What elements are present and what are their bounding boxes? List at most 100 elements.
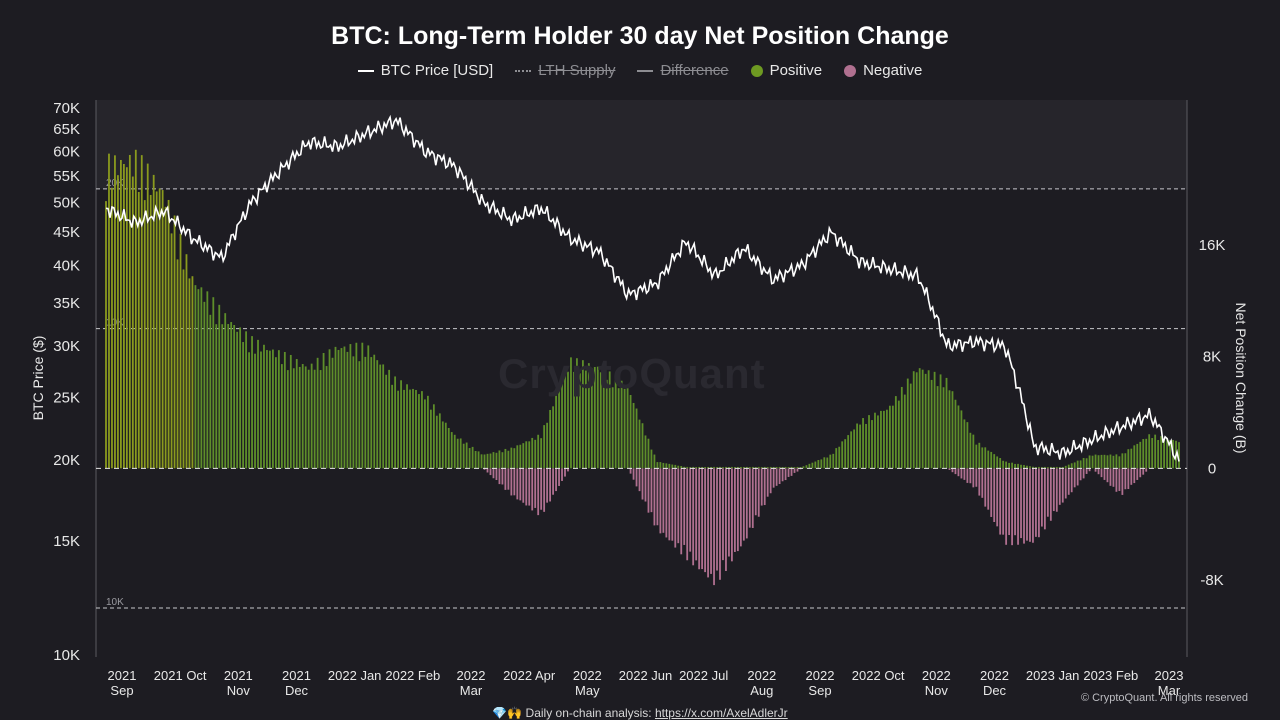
- legend-item-btc-price[interactable]: BTC Price [USD]: [357, 62, 493, 79]
- positive-bar: [501, 452, 504, 469]
- positive-bar: [465, 442, 468, 469]
- legend-line-icon: [515, 69, 532, 72]
- negative-bar: [957, 468, 960, 477]
- negative-bar: [659, 468, 662, 534]
- negative-bar: [1127, 468, 1130, 490]
- negative-bar: [632, 468, 635, 480]
- positive-bar: [778, 466, 781, 469]
- positive-bar: [409, 389, 411, 469]
- positive-bar: [590, 368, 593, 469]
- footer-link[interactable]: https://x.com/AxelAdlerJr: [654, 706, 788, 720]
- positive-bar: [960, 410, 963, 469]
- positive-bar: [799, 467, 802, 469]
- positive-bar: [242, 342, 245, 469]
- negative-bar: [1121, 468, 1124, 495]
- negative-bar: [960, 468, 963, 479]
- legend-item-positive[interactable]: Positive: [750, 62, 822, 79]
- positive-bar: [745, 466, 748, 469]
- positive-bar: [707, 466, 709, 469]
- negative-bar: [1038, 468, 1040, 538]
- positive-bar: [880, 410, 882, 469]
- positive-bar: [781, 467, 784, 469]
- negative-bar: [704, 468, 706, 573]
- positive-bar: [364, 356, 367, 469]
- positive-bar: [921, 369, 924, 469]
- left-tick-label: 40K: [53, 257, 80, 274]
- positive-bar: [173, 215, 176, 469]
- positive-bar: [784, 466, 787, 469]
- positive-bar: [987, 450, 990, 469]
- positive-bar: [1100, 454, 1103, 469]
- positive-bar: [617, 388, 620, 469]
- negative-bar: [662, 468, 665, 533]
- positive-bar: [942, 387, 945, 469]
- legend-item-negative[interactable]: Negative: [844, 62, 922, 79]
- negative-bar: [650, 468, 653, 513]
- negative-bar: [987, 468, 990, 510]
- negative-bar: [531, 468, 534, 511]
- negative-bar: [760, 468, 763, 506]
- positive-bar: [957, 405, 960, 469]
- y-axis-right-label: Net Position Change (B): [1233, 302, 1249, 454]
- upper-band: [96, 100, 1187, 189]
- negative-bar: [1124, 468, 1127, 490]
- positive-bar: [742, 467, 745, 469]
- positive-bar: [722, 467, 724, 469]
- positive-bar: [254, 353, 256, 469]
- positive-bar: [739, 466, 742, 469]
- positive-bar: [891, 405, 894, 469]
- positive-bar: [874, 412, 876, 469]
- positive-bar: [531, 437, 534, 469]
- positive-bar: [975, 444, 978, 469]
- positive-bar: [698, 466, 701, 469]
- positive-bar: [283, 351, 286, 469]
- positive-bar: [1085, 458, 1088, 469]
- negative-bar: [507, 468, 510, 490]
- x-tick-label: Nov: [925, 683, 949, 698]
- negative-bar: [647, 468, 650, 513]
- negative-bar: [492, 468, 495, 479]
- positive-bar: [301, 364, 304, 469]
- positive-bar: [1166, 437, 1168, 469]
- positive-bar: [337, 349, 340, 469]
- positive-bar: [900, 386, 903, 469]
- positive-bar: [1023, 465, 1025, 469]
- positive-bar: [1169, 440, 1171, 469]
- positive-bar: [680, 466, 683, 469]
- positive-bar: [1043, 466, 1046, 469]
- legend-item-difference[interactable]: Difference: [637, 62, 729, 79]
- positive-bar: [981, 447, 984, 469]
- negative-bar: [1136, 468, 1139, 480]
- positive-bar: [814, 461, 817, 469]
- positive-bar: [435, 415, 438, 469]
- positive-bar: [200, 287, 203, 469]
- positive-bar: [829, 454, 832, 469]
- positive-bar: [170, 233, 173, 469]
- positive-bar: [808, 463, 811, 469]
- x-tick-label: Sep: [808, 683, 831, 698]
- negative-bar: [1064, 468, 1067, 499]
- positive-bar: [602, 368, 605, 469]
- positive-bar: [1032, 466, 1034, 469]
- footer-text: Daily on-chain analysis:: [525, 706, 652, 720]
- left-tick-label: 70K: [53, 100, 80, 117]
- positive-bar: [507, 450, 510, 469]
- positive-bar: [924, 373, 927, 469]
- x-tick-label: 2021: [282, 668, 311, 683]
- positive-bar: [388, 369, 391, 469]
- positive-bar: [638, 419, 641, 469]
- x-tick-label: 2022: [922, 668, 951, 683]
- x-tick-label: 2021 Oct: [154, 668, 207, 683]
- negative-bar: [522, 468, 525, 503]
- positive-bar: [334, 346, 337, 469]
- positive-bar: [1154, 434, 1157, 469]
- positive-bar: [853, 429, 856, 469]
- legend-item-lth-supply[interactable]: LTH Supply: [515, 62, 615, 79]
- negative-bar: [686, 468, 689, 561]
- positive-bar: [534, 439, 537, 469]
- positive-bar: [1011, 462, 1013, 469]
- negative-bar: [1070, 468, 1073, 493]
- negative-bar: [692, 468, 695, 566]
- positive-bar: [1064, 465, 1067, 469]
